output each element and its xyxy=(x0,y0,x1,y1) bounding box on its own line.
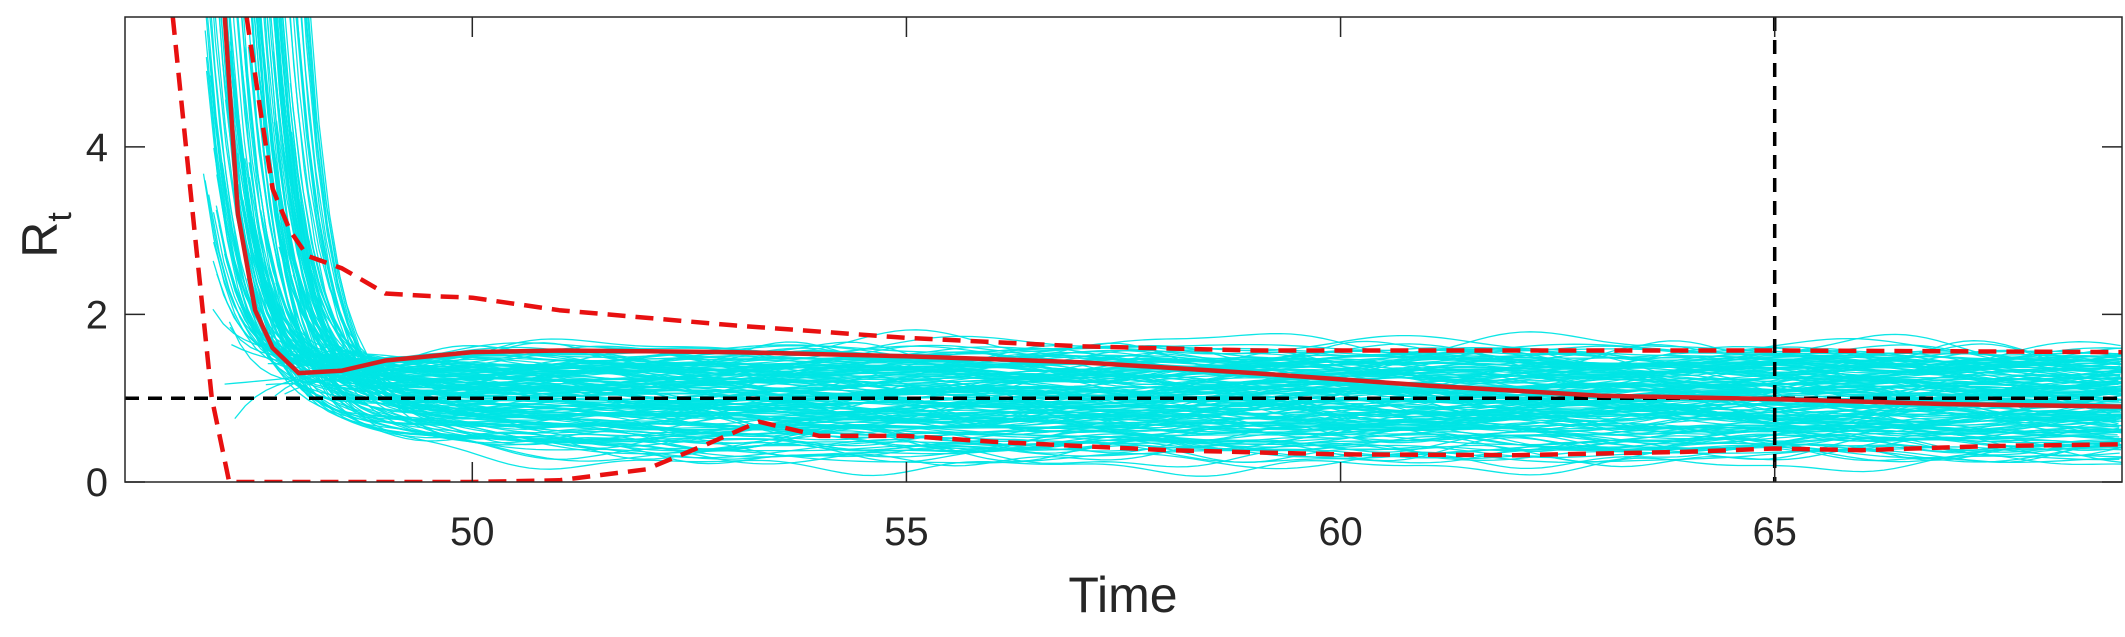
y-tick-label: 2 xyxy=(86,293,108,337)
sample-trajectory xyxy=(289,332,2122,380)
x-tick-label: 60 xyxy=(1318,510,1363,554)
y-axis-label-group: Rt xyxy=(12,212,79,258)
plot-frame xyxy=(124,16,2123,483)
y-tick-label: 0 xyxy=(86,461,108,505)
sample-trajectory xyxy=(282,210,2117,393)
lower-bound-line xyxy=(170,17,2122,482)
sample-trajectory xyxy=(273,121,2119,398)
y-axis-label-subscript: t xyxy=(41,212,79,222)
sample-trajectory xyxy=(246,278,2122,379)
y-tick-label: 4 xyxy=(86,126,108,170)
x-tick-label: 55 xyxy=(884,510,929,554)
sample-trajectory xyxy=(274,349,2120,397)
mean-line xyxy=(222,17,2122,409)
sample-trajectory xyxy=(275,282,2121,386)
sample-trajectory xyxy=(300,17,2122,452)
sample-trajectory xyxy=(234,341,2121,420)
sample-trajectory xyxy=(249,329,2122,371)
y-axis-label: R xyxy=(12,222,68,258)
sample-trajectory xyxy=(270,343,2122,364)
x-tick-label: 50 xyxy=(450,510,495,554)
upper-bound-line xyxy=(244,17,2122,355)
summary-series xyxy=(170,17,2122,482)
x-tick-label: 65 xyxy=(1752,510,1797,554)
svg-text:Rt: Rt xyxy=(12,212,79,258)
sample-trajectory xyxy=(236,17,2121,452)
sample-trajectory xyxy=(218,17,2119,454)
sample-trajectory xyxy=(273,17,2122,477)
x-axis-label: Time xyxy=(1068,567,1177,623)
sample-trajectory xyxy=(263,304,2119,365)
sample-trajectory xyxy=(267,145,2122,405)
sample-trajectory xyxy=(205,17,2122,427)
sample-trajectory xyxy=(288,120,2122,398)
axis-ticks: 50 55 60 65 0 2 4 xyxy=(86,17,2122,554)
